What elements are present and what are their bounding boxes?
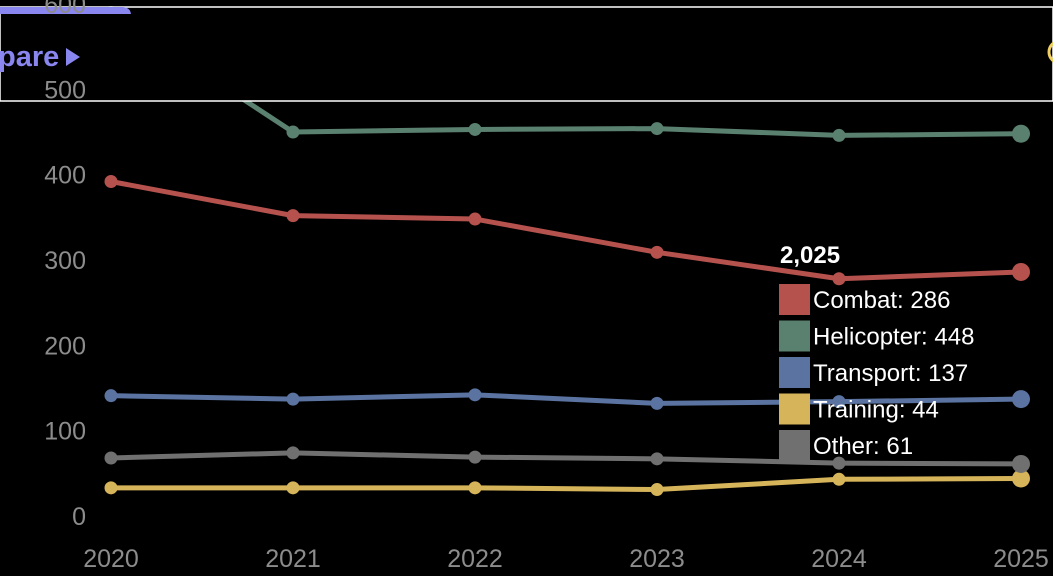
x-tick-label: 2020 xyxy=(83,545,139,573)
tooltip-swatch xyxy=(779,357,810,388)
data-point[interactable] xyxy=(832,395,846,409)
series-transport xyxy=(104,388,1030,410)
data-point[interactable] xyxy=(832,272,846,286)
tooltip-title: 2,025 xyxy=(780,242,840,269)
data-point[interactable] xyxy=(650,452,664,466)
compare-label[interactable]: pare xyxy=(0,41,59,73)
data-point[interactable] xyxy=(286,392,300,406)
data-point[interactable] xyxy=(1012,454,1030,473)
y-tick-label: 500 xyxy=(44,76,86,104)
tooltip-swatch xyxy=(779,393,810,425)
data-point[interactable] xyxy=(286,125,300,139)
tooltip-item: Combat: 286 xyxy=(813,287,950,314)
tooltip-item: Other: 61 xyxy=(813,433,913,460)
overlay-ticks: 500 600 xyxy=(44,0,86,104)
y-tick-label: 0 xyxy=(72,503,86,531)
data-point[interactable] xyxy=(1012,262,1030,281)
data-point[interactable] xyxy=(650,396,664,410)
data-point[interactable] xyxy=(468,122,482,136)
data-point[interactable] xyxy=(1012,469,1030,488)
tooltip-item: Helicopter: 448 xyxy=(813,324,974,351)
series-training xyxy=(104,469,1030,497)
compare-panel xyxy=(0,6,1053,102)
corner-marker-icon[interactable] xyxy=(1047,41,1053,63)
x-tick-label: 2025 xyxy=(993,545,1049,573)
x-tick-label: 2023 xyxy=(629,545,685,573)
x-axis-ticks: 2020 2021 2022 2023 2024 2025 xyxy=(83,545,1049,573)
data-point[interactable] xyxy=(1012,124,1030,143)
y-tick-label: 300 xyxy=(44,247,86,275)
x-tick-label: 2022 xyxy=(447,545,503,573)
y-tick-label: 400 xyxy=(44,162,86,190)
y-axis-ticks: 0 100 200 300 400 xyxy=(44,162,86,531)
series-combat xyxy=(104,174,1030,286)
data-point[interactable] xyxy=(650,122,664,136)
data-point[interactable] xyxy=(286,481,300,495)
data-point[interactable] xyxy=(104,451,118,465)
data-point[interactable] xyxy=(104,389,118,403)
compare-tab-indicator xyxy=(0,7,131,14)
y-tick-label: 100 xyxy=(44,418,86,446)
y-tick-label: 200 xyxy=(44,332,86,360)
data-point[interactable] xyxy=(650,483,664,497)
play-triangle-icon[interactable] xyxy=(66,48,80,66)
data-point[interactable] xyxy=(1012,390,1030,409)
series-line xyxy=(108,450,1024,467)
data-point[interactable] xyxy=(832,456,846,470)
series-other xyxy=(104,446,1030,473)
tooltip-swatch xyxy=(779,320,810,352)
tooltip: 2,025 Combat: 286 Helicopter: 448 Transport… xyxy=(779,242,974,461)
data-point[interactable] xyxy=(104,174,118,188)
tooltip-swatch xyxy=(779,284,810,315)
series-line xyxy=(108,475,1024,493)
y-tick-label: 600 xyxy=(44,0,86,19)
data-point[interactable] xyxy=(468,481,482,495)
data-point[interactable] xyxy=(832,128,846,142)
series-line xyxy=(108,392,1024,406)
data-point[interactable] xyxy=(468,212,482,226)
data-point[interactable] xyxy=(468,388,482,402)
compare-control[interactable]: pare xyxy=(0,6,1053,102)
tooltip-item: Transport: 137 xyxy=(813,360,968,387)
data-point[interactable] xyxy=(650,245,664,259)
data-point[interactable] xyxy=(832,472,846,486)
x-tick-label: 2021 xyxy=(265,545,321,573)
data-point[interactable] xyxy=(104,481,118,495)
data-point[interactable] xyxy=(468,450,482,464)
x-tick-label: 2024 xyxy=(811,545,867,573)
tooltip-swatch xyxy=(779,430,810,461)
series-line xyxy=(108,178,1024,282)
tooltip-item: Training: 44 xyxy=(813,397,939,424)
series-line xyxy=(108,10,1024,138)
data-point[interactable] xyxy=(286,209,300,223)
data-point[interactable] xyxy=(286,446,300,460)
